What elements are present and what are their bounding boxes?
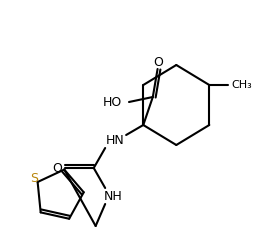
Text: HN: HN [105,134,124,147]
Text: NH: NH [103,190,122,202]
Text: HO: HO [103,96,122,109]
Text: CH₃: CH₃ [231,80,252,90]
Text: S: S [30,172,38,185]
Text: O: O [53,161,62,174]
Text: O: O [154,55,164,68]
